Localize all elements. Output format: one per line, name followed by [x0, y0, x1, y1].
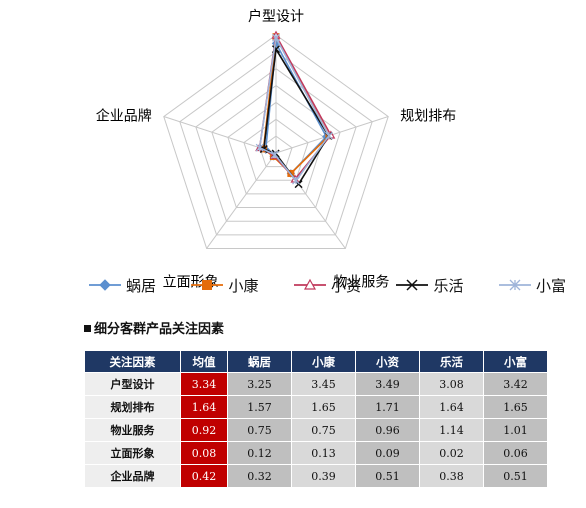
row-label: 户型设计	[84, 372, 181, 396]
row-label: 规划排布	[84, 395, 181, 419]
value-cell: 1.01	[483, 418, 548, 442]
chart-legend: 蜗居 小康 小资 乐活 小富	[88, 272, 566, 298]
legend-star-icon	[498, 279, 531, 291]
average-cell: 1.64	[180, 395, 228, 419]
table-row: 企业品牌 0.42 0.32 0.39 0.51 0.38 0.51	[84, 464, 548, 488]
value-cell: 0.02	[419, 441, 484, 465]
row-label: 物业服务	[84, 418, 181, 442]
row-label: 立面形象	[84, 441, 181, 465]
column-header: 乐活	[419, 350, 484, 373]
legend-item: 小资	[293, 275, 361, 296]
table-row: 立面形象 0.08 0.12 0.13 0.09 0.02 0.06	[84, 441, 548, 465]
legend-label: 小康	[228, 276, 259, 295]
column-header: 关注因素	[84, 350, 181, 373]
value-cell: 1.64	[419, 395, 484, 419]
value-cell: 0.09	[355, 441, 420, 465]
legend-x-icon	[396, 279, 429, 291]
table-title: 细分客群产品关注因素	[84, 318, 224, 337]
value-cell: 0.51	[483, 464, 548, 488]
grid-ring	[211, 84, 341, 209]
grid-spoke	[163, 116, 277, 154]
value-cell: 1.57	[227, 395, 292, 419]
marker-star	[270, 150, 279, 159]
marker-triangle	[303, 278, 316, 290]
average-cell: 0.92	[180, 418, 228, 442]
value-cell: 0.13	[291, 441, 356, 465]
marker-star	[324, 131, 333, 140]
table-row: 户型设计 3.34 3.25 3.45 3.49 3.08 3.42	[84, 372, 548, 396]
square-bullet-icon	[84, 325, 91, 332]
marker-star	[292, 176, 300, 185]
legend-label: 蜗居	[126, 276, 157, 295]
value-cell: 0.39	[291, 464, 356, 488]
value-cell: 0.75	[227, 418, 292, 442]
marker-star	[255, 143, 264, 152]
row-label: 企业品牌	[84, 464, 181, 488]
grid-spoke	[206, 152, 277, 249]
column-header: 均值	[180, 350, 228, 373]
marker-x	[406, 279, 418, 291]
value-cell: 3.45	[291, 372, 356, 396]
value-cell: 0.51	[355, 464, 420, 488]
table-title-text: 细分客群产品关注因素	[94, 322, 225, 337]
column-header: 蜗居	[227, 350, 292, 373]
grid-ring	[195, 68, 357, 222]
value-cell: 0.38	[419, 464, 484, 488]
legend-square-icon	[191, 280, 224, 290]
legend-label: 乐活	[433, 276, 464, 295]
value-cell: 1.65	[483, 395, 548, 419]
series-star	[255, 33, 333, 185]
axis-label: 规划排布	[400, 109, 456, 125]
series-line	[258, 35, 330, 182]
value-cell: 0.12	[227, 441, 292, 465]
table-row: 物业服务 0.92 0.75 0.75 0.96 1.14 1.01	[84, 418, 548, 442]
value-cell: 0.32	[227, 464, 292, 488]
grid-ring	[243, 118, 309, 181]
value-cell: 3.25	[227, 372, 292, 396]
value-cell: 1.14	[419, 418, 484, 442]
legend-triangle-icon	[293, 278, 326, 290]
value-cell: 0.75	[291, 418, 356, 442]
value-cell: 1.65	[291, 395, 356, 419]
value-cell: 3.42	[483, 372, 548, 396]
table-header-row: 关注因素 均值 蜗居 小康 小资 乐活 小富	[84, 350, 548, 373]
column-header: 小康	[291, 350, 356, 373]
legend-label: 小资	[330, 276, 361, 295]
grid-ring	[163, 34, 389, 249]
legend-item: 乐活	[395, 275, 463, 296]
legend-item: 蜗居	[88, 275, 156, 296]
axis-label: 物业服务	[333, 274, 389, 290]
legend-label: 小富	[535, 276, 566, 295]
legend-diamond-icon	[89, 279, 121, 291]
axis-label: 户型设计	[248, 8, 304, 25]
radar-series-layer	[255, 30, 336, 189]
factor-table: 关注因素 均值 蜗居 小康 小资 乐活 小富 户型设计 3.34 3.25 3.45 3.49 3.0…	[84, 350, 548, 488]
marker-diamond	[99, 279, 111, 291]
marker-star	[272, 33, 280, 42]
marker-star	[509, 279, 521, 291]
marker-square	[202, 280, 213, 290]
value-cell: 3.49	[355, 372, 420, 396]
radar-grid	[163, 34, 389, 249]
value-cell: 3.08	[419, 372, 484, 396]
legend-item: 小富	[498, 275, 566, 296]
table-body: 户型设计 3.34 3.25 3.45 3.49 3.08 3.42 规划排布 1.64 1.57…	[84, 372, 548, 488]
average-cell: 3.34	[180, 372, 228, 396]
column-header: 小富	[483, 350, 548, 373]
average-cell: 0.08	[180, 441, 228, 465]
table-row: 规划排布 1.64 1.57 1.65 1.71 1.64 1.65	[84, 395, 548, 419]
legend-item: 小康	[190, 275, 259, 296]
average-cell: 0.42	[180, 464, 228, 488]
value-cell: 1.71	[355, 395, 420, 419]
value-cell: 0.06	[483, 441, 548, 465]
column-header: 小资	[355, 350, 420, 373]
value-cell: 0.96	[355, 418, 420, 442]
axis-label: 企业品牌	[96, 108, 152, 125]
grid-ring	[179, 51, 373, 236]
grid-ring	[227, 101, 325, 195]
